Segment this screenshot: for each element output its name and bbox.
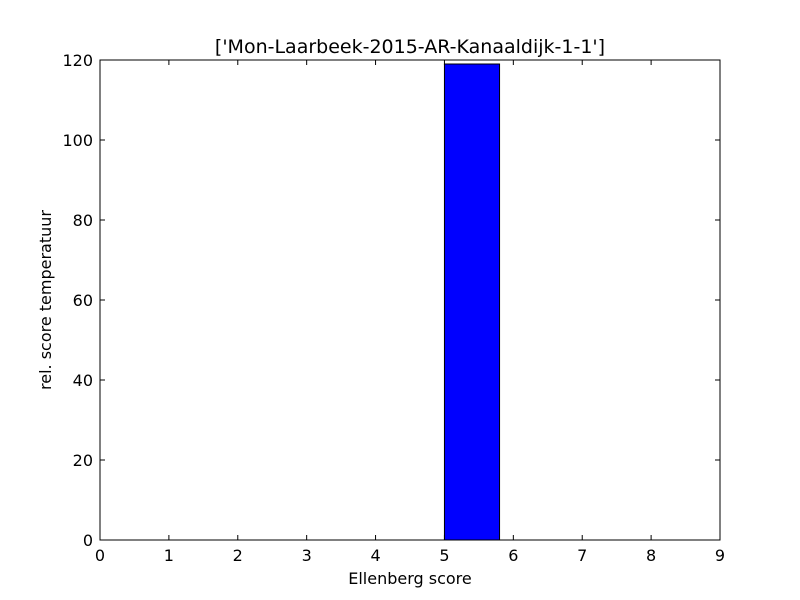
- x-tick-label: 9: [715, 546, 725, 565]
- plot-frame: [99, 59, 721, 541]
- bars-group: [443, 63, 501, 541]
- y-tick-label: 100: [62, 131, 93, 150]
- x-axis-label: Ellenberg score: [348, 569, 472, 588]
- y-tick-label: 20: [73, 451, 93, 470]
- x-tick-label: 8: [646, 546, 656, 565]
- ticks-group: 0 1 2 3 4 5 6 7 8 9 0 20 40 60 80 100 120: [62, 51, 725, 565]
- chart-title: ['Mon-Laarbeek-2015-AR-Kanaaldijk-1-1']: [215, 36, 605, 58]
- x-tick-label: 7: [577, 546, 587, 565]
- x-tick-label: 3: [302, 546, 312, 565]
- x-tick-label: 2: [233, 546, 243, 565]
- y-tick-label: 40: [73, 371, 93, 390]
- y-axis-label: rel. score temperatuur: [36, 210, 55, 390]
- x-tick-label: 4: [370, 546, 380, 565]
- y-tick-label: 60: [73, 291, 93, 310]
- y-tick-label: 0: [83, 531, 93, 550]
- bar-5: [443, 63, 501, 541]
- y-tick-label: 120: [62, 51, 93, 70]
- x-tick-label: 0: [95, 546, 105, 565]
- x-tick-label: 5: [439, 546, 449, 565]
- y-tick-label: 80: [73, 211, 93, 230]
- x-tick-label: 6: [508, 546, 518, 565]
- x-tick-label: 1: [164, 546, 174, 565]
